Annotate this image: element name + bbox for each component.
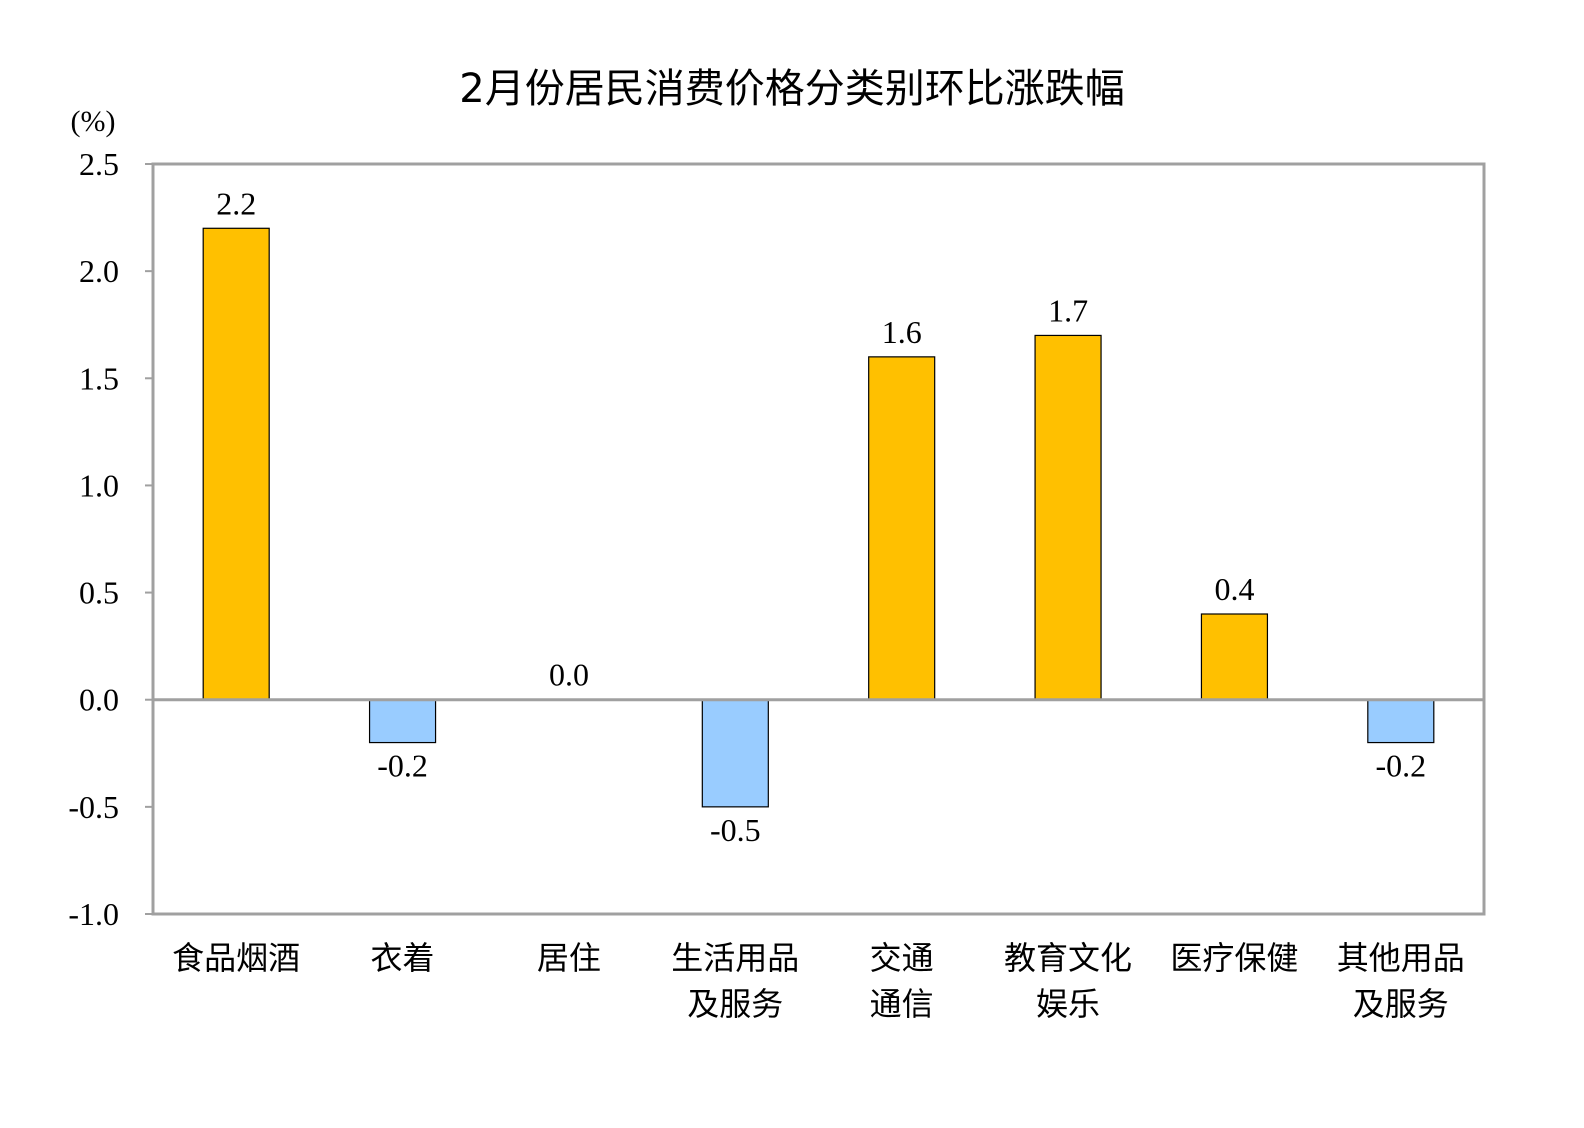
bar — [1034, 334, 1102, 701]
data-label: -0.2 — [1375, 748, 1426, 784]
data-label: -0.5 — [710, 812, 761, 848]
category-label: 教育文化娱乐 — [1004, 939, 1132, 1023]
category-label-line: 医疗保健 — [1170, 939, 1298, 977]
data-label: 2.2 — [216, 185, 256, 221]
y-tick-label: 0.0 — [79, 682, 119, 718]
category-label-line: 居住 — [537, 939, 601, 977]
category-label-line: 教育文化 — [1004, 939, 1132, 977]
category-label: 交通通信 — [870, 939, 934, 1023]
bar — [368, 699, 437, 744]
bar — [868, 356, 936, 701]
data-label: 0.0 — [549, 657, 589, 693]
bar — [202, 227, 270, 701]
category-label-line: 及服务 — [687, 985, 783, 1023]
bar — [1367, 699, 1435, 744]
data-label: 0.4 — [1214, 571, 1254, 607]
category-label-line: 食品烟酒 — [172, 939, 300, 977]
y-tick-label: 0.5 — [79, 575, 119, 611]
bar — [1200, 613, 1269, 701]
category-label-line: 生活用品 — [671, 939, 799, 977]
category-label: 食品烟酒 — [172, 939, 300, 977]
y-tick-label: 2.5 — [79, 146, 119, 182]
data-label: 1.6 — [882, 314, 922, 350]
data-label: -0.2 — [377, 748, 428, 784]
y-tick-label: 2.0 — [79, 253, 119, 289]
category-label-line: 其他用品 — [1337, 939, 1465, 977]
category-label-line: 衣着 — [371, 939, 435, 977]
chart-title: 2月份居民消费价格分类别环比涨跌幅 — [459, 66, 1124, 112]
category-label: 居住 — [537, 939, 601, 977]
y-tick-label: 1.5 — [79, 360, 119, 396]
y-tick-label: 1.0 — [79, 467, 119, 503]
category-label-line: 娱乐 — [1036, 985, 1100, 1023]
category-label: 其他用品及服务 — [1337, 939, 1465, 1023]
category-label: 医疗保健 — [1170, 939, 1298, 977]
bar — [701, 699, 769, 808]
category-label: 衣着 — [371, 939, 435, 977]
y-axis-unit-label: (%) — [71, 105, 116, 138]
plot-area: -1.0 -0.5 0.0 0.5 1.0 1.5 2.0 2.5 2.2 食品烟酒 -0.2 衣着 0… — [68, 146, 1486, 1023]
category-label-line: 通信 — [870, 985, 934, 1023]
plot-frame — [151, 162, 1486, 916]
category-label: 生活用品及服务 — [671, 939, 799, 1023]
y-tick-label: -0.5 — [68, 789, 119, 825]
category-label-line: 及服务 — [1353, 985, 1449, 1023]
y-tick-label: -1.0 — [68, 896, 119, 932]
category-label-line: 交通 — [870, 939, 934, 977]
data-label: 1.7 — [1048, 292, 1088, 328]
